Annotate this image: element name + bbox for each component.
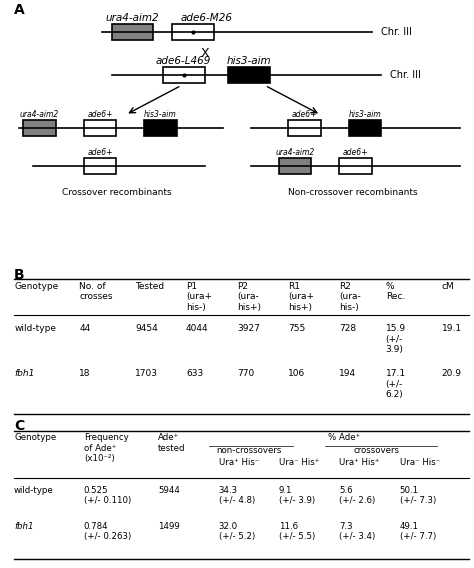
Text: X: X bbox=[201, 47, 209, 60]
Text: 1499: 1499 bbox=[158, 522, 180, 531]
Bar bbox=[163, 66, 205, 83]
Bar bbox=[348, 120, 381, 136]
Bar bbox=[23, 120, 56, 136]
Text: 34.3
(+/- 4.8): 34.3 (+/- 4.8) bbox=[219, 486, 255, 505]
Text: non-crossovers: non-crossovers bbox=[216, 446, 282, 456]
Text: Chr. III: Chr. III bbox=[381, 27, 412, 37]
Text: ura4-aim2: ura4-aim2 bbox=[20, 110, 59, 119]
Text: fbh1: fbh1 bbox=[14, 369, 35, 378]
Bar bbox=[172, 24, 214, 40]
Text: his3-aim: his3-aim bbox=[348, 110, 381, 119]
Text: his3-aim: his3-aim bbox=[144, 110, 177, 119]
Text: Genotype: Genotype bbox=[14, 282, 58, 291]
Bar bbox=[144, 120, 177, 136]
Text: 728: 728 bbox=[339, 324, 356, 333]
Text: 5.6
(+/- 2.6): 5.6 (+/- 2.6) bbox=[339, 486, 375, 505]
Text: 19.1: 19.1 bbox=[441, 324, 462, 333]
Bar bbox=[339, 157, 372, 174]
Text: % Ade⁺: % Ade⁺ bbox=[328, 433, 360, 442]
Text: B: B bbox=[14, 269, 25, 282]
Text: 3927: 3927 bbox=[237, 324, 260, 333]
Text: 4044: 4044 bbox=[186, 324, 209, 333]
Text: crossovers: crossovers bbox=[354, 446, 400, 456]
Bar bbox=[84, 157, 116, 174]
Text: No. of
crosses: No. of crosses bbox=[79, 282, 113, 302]
Text: Ura⁺ His⁻: Ura⁺ His⁻ bbox=[219, 458, 259, 467]
Text: 9454: 9454 bbox=[135, 324, 158, 333]
Text: 9.1
(+/- 3.9): 9.1 (+/- 3.9) bbox=[279, 486, 315, 505]
Text: P1
(ura+
his-): P1 (ura+ his-) bbox=[186, 282, 212, 312]
Text: Ade⁺
tested: Ade⁺ tested bbox=[158, 433, 186, 453]
Text: 106: 106 bbox=[288, 369, 305, 378]
Bar bbox=[112, 24, 154, 40]
Text: ura4-aim2: ura4-aim2 bbox=[106, 14, 159, 23]
Text: ura4-aim2: ura4-aim2 bbox=[275, 148, 315, 157]
Text: R2
(ura-
his-): R2 (ura- his-) bbox=[339, 282, 361, 312]
Text: cM: cM bbox=[441, 282, 454, 291]
Text: ade6+: ade6+ bbox=[87, 110, 113, 119]
Text: ade6+: ade6+ bbox=[343, 148, 368, 157]
Text: Chr. III: Chr. III bbox=[391, 70, 421, 80]
Text: 49.1
(+/- 7.7): 49.1 (+/- 7.7) bbox=[400, 522, 436, 541]
Text: 50.1
(+/- 7.3): 50.1 (+/- 7.3) bbox=[400, 486, 436, 505]
Text: 0.784
(+/- 0.263): 0.784 (+/- 0.263) bbox=[84, 522, 131, 541]
Text: 194: 194 bbox=[339, 369, 356, 378]
Text: C: C bbox=[14, 419, 24, 433]
Text: Crossover recombinants: Crossover recombinants bbox=[62, 188, 171, 197]
Bar bbox=[279, 157, 311, 174]
Text: Ura⁻ His⁺: Ura⁻ His⁺ bbox=[279, 458, 319, 467]
Bar bbox=[228, 66, 270, 83]
Text: Frequency
of Ade⁺
(x10⁻²): Frequency of Ade⁺ (x10⁻²) bbox=[84, 433, 128, 463]
Text: 15.9
(+/-
3.9): 15.9 (+/- 3.9) bbox=[386, 324, 406, 354]
Text: wild-type: wild-type bbox=[14, 486, 54, 495]
Text: 11.6
(+/- 5.5): 11.6 (+/- 5.5) bbox=[279, 522, 315, 541]
Text: Ura⁻ His⁻: Ura⁻ His⁻ bbox=[400, 458, 440, 467]
Text: wild-type: wild-type bbox=[14, 324, 56, 333]
Text: Tested: Tested bbox=[135, 282, 164, 291]
Text: 18: 18 bbox=[79, 369, 91, 378]
Text: fbh1: fbh1 bbox=[14, 522, 34, 531]
Text: 755: 755 bbox=[288, 324, 305, 333]
Text: R1
(ura+
his+): R1 (ura+ his+) bbox=[288, 282, 314, 312]
Text: A: A bbox=[14, 3, 25, 16]
Text: his3-aim: his3-aim bbox=[227, 56, 271, 66]
Text: 7.3
(+/- 3.4): 7.3 (+/- 3.4) bbox=[339, 522, 375, 541]
Text: 32.0
(+/- 5.2): 32.0 (+/- 5.2) bbox=[219, 522, 255, 541]
Text: P2
(ura-
his+): P2 (ura- his+) bbox=[237, 282, 261, 312]
Text: 0.525
(+/- 0.110): 0.525 (+/- 0.110) bbox=[84, 486, 131, 505]
Text: Genotype: Genotype bbox=[14, 433, 56, 442]
Text: Ura⁺ His⁺: Ura⁺ His⁺ bbox=[339, 458, 380, 467]
Text: 17.1
(+/-
6.2): 17.1 (+/- 6.2) bbox=[386, 369, 406, 399]
Bar bbox=[288, 120, 321, 136]
Text: 44: 44 bbox=[79, 324, 91, 333]
Text: Non-crossover recombinants: Non-crossover recombinants bbox=[288, 188, 418, 197]
Text: 770: 770 bbox=[237, 369, 255, 378]
Text: 20.9: 20.9 bbox=[441, 369, 462, 378]
Bar bbox=[84, 120, 116, 136]
Text: 5944: 5944 bbox=[158, 486, 180, 495]
Text: ade6-M26: ade6-M26 bbox=[181, 14, 233, 23]
Text: 1703: 1703 bbox=[135, 369, 158, 378]
Text: 633: 633 bbox=[186, 369, 203, 378]
Text: ade6+: ade6+ bbox=[87, 148, 113, 157]
Text: ade6-L469: ade6-L469 bbox=[156, 56, 211, 66]
Text: %
Rec.: % Rec. bbox=[386, 282, 405, 302]
Text: ade6+: ade6+ bbox=[292, 110, 317, 119]
